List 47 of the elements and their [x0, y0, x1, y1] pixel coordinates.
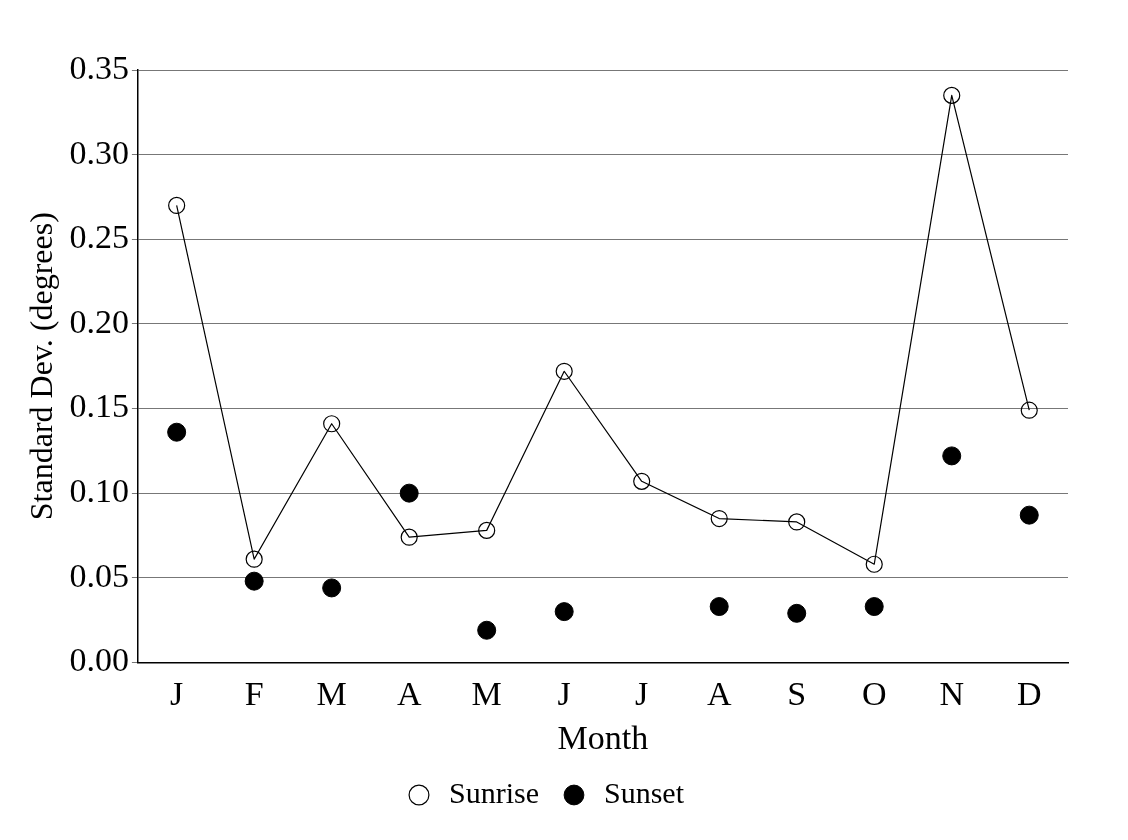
y-tick-label: 0.25	[69, 218, 129, 256]
y-tick-label: 0.15	[69, 387, 129, 425]
point	[943, 86, 961, 104]
point	[633, 472, 651, 490]
x-tick-label: J	[557, 674, 571, 712]
x-tick-label: J	[635, 674, 649, 712]
point	[1019, 505, 1039, 525]
legend-label: Sunrise	[449, 775, 539, 809]
y-tick-label: 0.30	[69, 133, 129, 171]
y-tick-label: 0.10	[69, 472, 129, 510]
x-axis-title: Month	[557, 718, 649, 756]
point	[477, 620, 497, 640]
legend-label: Sunset	[604, 775, 685, 809]
x-tick-label: S	[787, 674, 807, 712]
point	[787, 603, 807, 623]
x-tick-label: A	[396, 674, 422, 712]
point	[554, 602, 574, 622]
x-tick-label: A	[706, 674, 732, 712]
x-tick-label: M	[471, 674, 502, 712]
x-tick-label: D	[1016, 674, 1042, 712]
point	[323, 415, 341, 433]
x-tick-label: O	[861, 674, 887, 712]
point	[399, 483, 419, 503]
y-tick-label: 0.20	[69, 302, 129, 340]
point	[245, 550, 263, 568]
y-tick-label: 0.05	[69, 556, 129, 594]
point	[710, 509, 728, 528]
point	[1020, 401, 1038, 419]
point	[322, 578, 342, 598]
point	[478, 521, 496, 539]
x-tick-label: M	[316, 674, 347, 712]
x-tick-label: N	[939, 674, 965, 712]
y-axis-title: Standard Dev. (degrees)	[22, 212, 59, 521]
point	[400, 528, 418, 546]
x-tick-label: F	[244, 674, 264, 712]
point	[788, 513, 806, 531]
point	[709, 597, 729, 617]
y-tick-label: 0.00	[69, 641, 129, 679]
point	[942, 446, 962, 466]
y-tick-label: 0.35	[69, 48, 129, 86]
point	[865, 555, 883, 573]
point	[244, 571, 264, 591]
point	[167, 422, 187, 442]
point	[168, 196, 186, 215]
point	[555, 362, 573, 380]
x-tick-label: J	[170, 674, 184, 712]
point	[864, 597, 884, 617]
